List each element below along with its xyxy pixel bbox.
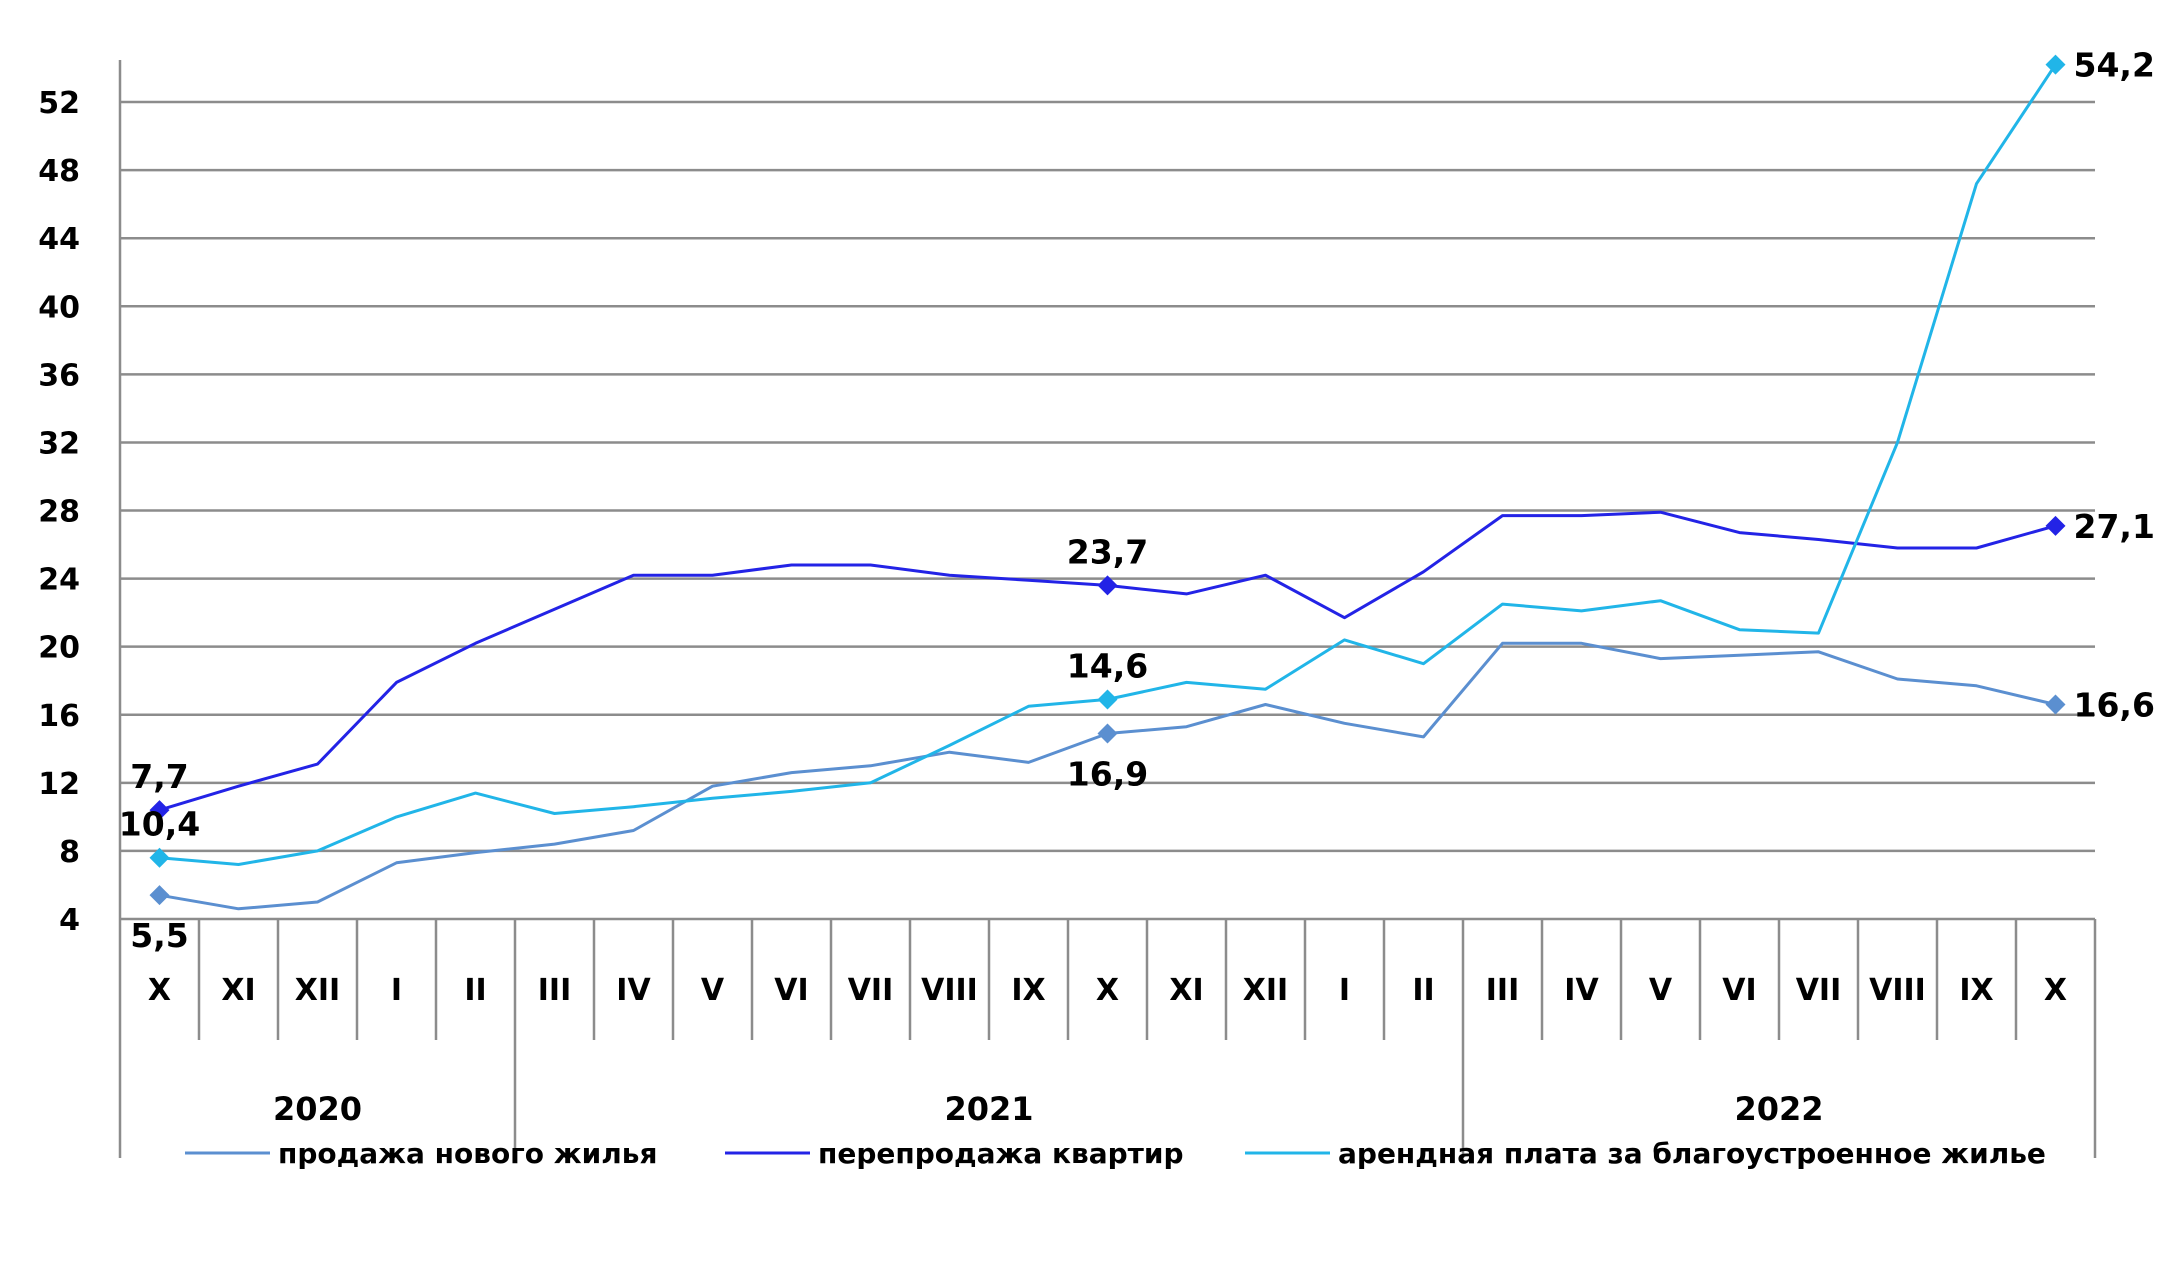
grid-lines: [120, 100, 2095, 921]
x-tick-label: III: [538, 973, 572, 1008]
y-tick-label: 32: [38, 426, 80, 461]
legend-label: арендная плата за благоустроенное жилье: [1338, 1137, 2046, 1170]
x-tick-label: IX: [1959, 973, 1993, 1008]
x-tick-label: VI: [774, 973, 808, 1008]
y-tick-label: 28: [38, 495, 80, 530]
x-tick-label: III: [1486, 973, 1520, 1008]
data-label: 27,1: [2074, 507, 2155, 546]
data-point-marker: [2045, 54, 2066, 75]
data-point-marker: [149, 800, 170, 821]
y-tick-label: 20: [38, 631, 80, 666]
y-tick-label: 12: [38, 767, 80, 802]
x-tick-label: VII: [848, 973, 894, 1008]
x-tick-label: XII: [295, 973, 340, 1008]
x-tick-label: I: [1339, 973, 1350, 1008]
x-axis-ticks: X XI XII I II III IV V VI VII VIII IX X XI XII I II III IV…: [148, 973, 2067, 1008]
y-tick-label: 36: [38, 358, 80, 393]
x-tick-label: XI: [221, 973, 255, 1008]
y-tick-label: 24: [38, 563, 80, 598]
data-label: 14,6: [1067, 646, 1148, 685]
data-labels: 5,5 16,9 16,6 7,7 23,7 27,1 10,4 14,6 54,2: [119, 46, 2155, 956]
axes: [118, 60, 2097, 1158]
data-label: 23,7: [1067, 532, 1148, 571]
x-tick-label: XI: [1169, 973, 1203, 1008]
legend-label: продажа нового жилья: [278, 1137, 657, 1170]
y-tick-label: 4: [59, 903, 80, 938]
y-tick-label: 52: [38, 86, 80, 121]
x-tick-label: V: [1649, 973, 1673, 1008]
x-tick-label: IX: [1011, 973, 1045, 1008]
year-label: 2022: [1734, 1090, 1823, 1128]
legend-label: перепродажа квартир: [818, 1137, 1184, 1170]
y-tick-label: 16: [38, 699, 80, 734]
data-point-marker: [2045, 515, 2066, 536]
y-tick-label: 40: [38, 290, 80, 325]
data-point-marker: [2045, 694, 2066, 715]
y-tick-label: 48: [38, 154, 80, 189]
x-tick-label: I: [391, 973, 402, 1008]
data-point-marker: [149, 885, 170, 906]
data-label: 5,5: [130, 916, 188, 955]
x-tick-label: VIII: [921, 973, 978, 1008]
x-tick-label: X: [2044, 973, 2067, 1008]
year-label: 2020: [273, 1090, 362, 1128]
x-tick-label: II: [1412, 973, 1434, 1008]
data-point-marker: [1097, 689, 1118, 710]
data-label: 10,4: [119, 805, 200, 844]
x-tick-label: XII: [1243, 973, 1288, 1008]
year-groups: 2020 2021 2022: [273, 1090, 1824, 1128]
data-label: 16,6: [2074, 686, 2155, 725]
year-label: 2021: [944, 1090, 1033, 1128]
x-tick-label: X: [148, 973, 171, 1008]
x-tick-label: IV: [616, 973, 651, 1008]
series-line-3: [159, 63, 2057, 866]
data-point-marker: [1097, 575, 1118, 596]
data-label: 16,9: [1067, 754, 1148, 793]
x-tick-label: II: [464, 973, 486, 1008]
series-lines: [149, 54, 2066, 911]
legend: продажа нового жилья перепродажа квартир а…: [185, 1137, 2046, 1170]
x-tick-label: VI: [1722, 973, 1756, 1008]
x-tick-label: VII: [1796, 973, 1842, 1008]
data-label: 7,7: [130, 757, 188, 796]
x-tick-label: V: [701, 973, 725, 1008]
x-tick-label: VIII: [1869, 973, 1926, 1008]
x-tick-label: IV: [1564, 973, 1599, 1008]
data-point-marker: [1097, 723, 1118, 744]
y-tick-label: 44: [38, 222, 80, 257]
y-tick-label: 8: [59, 835, 80, 870]
data-label: 54,2: [2074, 46, 2155, 85]
x-tick-label: X: [1096, 973, 1119, 1008]
data-point-marker: [149, 847, 170, 868]
